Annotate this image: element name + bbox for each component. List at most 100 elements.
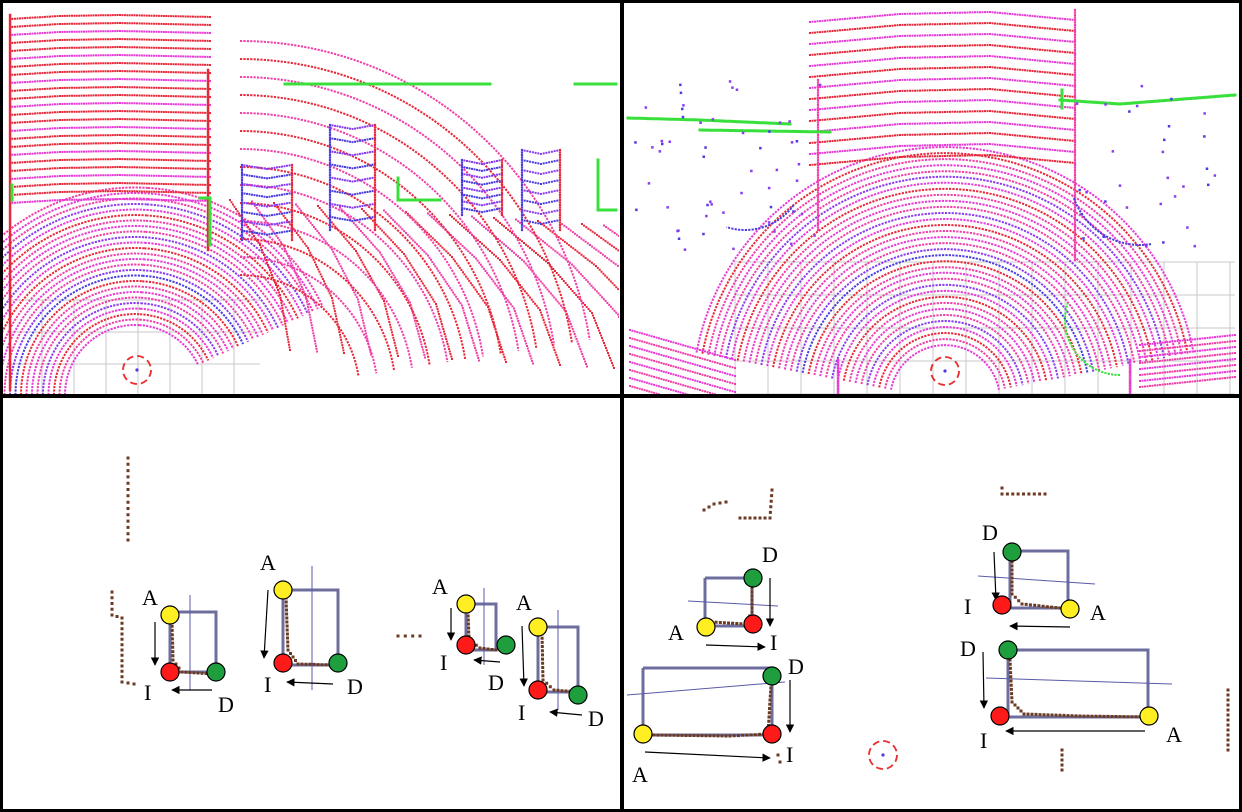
scan-points [809, 154, 1076, 166]
corner-I-marker [762, 724, 782, 744]
scan-clutter [1125, 206, 1129, 209]
scan-points [9, 86, 211, 92]
corner-I-marker [456, 635, 476, 655]
corner-D-marker [743, 568, 763, 588]
lidar-ring [748, 199, 1142, 363]
scan-clutter [710, 203, 713, 206]
scan-clutter [759, 146, 762, 150]
corner-D-marker [762, 666, 782, 686]
lidar-ring [144, 247, 269, 333]
scan-points [1139, 334, 1236, 346]
lidar-ring [14, 274, 143, 394]
lidar-ring [144, 236, 279, 329]
arrow-icon [979, 651, 989, 709]
label-I: I [518, 700, 525, 725]
scan-points [1139, 358, 1236, 370]
lidar-ring [3, 230, 146, 301]
scan-clutter [1162, 241, 1165, 244]
label-I: I [964, 594, 971, 619]
scan-clutter [704, 146, 707, 149]
scan-clutter [767, 186, 771, 190]
scan-clutter [1082, 237, 1085, 240]
scan-points [1010, 556, 1062, 610]
lidar-ring [239, 274, 360, 377]
lidar-ring [3, 247, 145, 333]
scan-points [520, 148, 524, 232]
lidar-ring [801, 254, 1089, 373]
label-D: D [960, 636, 976, 661]
corner-I-marker [273, 653, 293, 673]
lidar-ring [142, 280, 240, 347]
lidar-ring [772, 223, 1118, 368]
lidar-ring [848, 301, 1042, 382]
corner-I-marker [528, 680, 548, 700]
scan-points [493, 217, 615, 369]
scan-points [809, 110, 1076, 122]
sensor-icon [122, 355, 152, 385]
scan-points [241, 220, 293, 227]
sensor-center [943, 369, 947, 373]
lidar-ring [3, 252, 144, 347]
scan-clutter [790, 141, 794, 144]
scan-points [373, 123, 377, 232]
scan-points [110, 590, 136, 686]
scan-points [329, 202, 376, 209]
lidar-ring [20, 279, 143, 394]
lidar-ring [713, 164, 1177, 357]
ground-grid [734, 261, 1235, 394]
scan-clutter [740, 191, 743, 195]
scan-points [559, 221, 619, 269]
scan-points [9, 134, 211, 140]
scan-points [9, 126, 211, 132]
lidar-ring [9, 268, 143, 394]
label-D: D [347, 674, 363, 699]
scan-points [1139, 340, 1236, 352]
arrow-icon [1009, 621, 1071, 631]
label-D: D [788, 654, 804, 679]
scan-clutter [741, 131, 745, 135]
scan-points [329, 124, 376, 130]
scan-points [10, 183, 14, 202]
scan-points [9, 118, 211, 124]
label-I: I [786, 742, 793, 767]
scan-points [1060, 88, 1064, 110]
scan-clutter [681, 107, 684, 111]
lidar-ring [842, 295, 1048, 381]
scan-clutter [679, 83, 682, 87]
lidar-ring [730, 181, 1160, 360]
scan-points [461, 179, 503, 186]
scan-points [648, 670, 774, 738]
scan-clutter [1163, 138, 1166, 142]
scan-clutter [679, 91, 683, 95]
label-I: I [264, 672, 271, 697]
lidar-ring [145, 225, 289, 324]
scan-points [9, 158, 211, 164]
scan-points [461, 193, 503, 200]
label-I: I [770, 630, 777, 655]
scan-points [461, 172, 503, 179]
panel-top-right-lidar-scan [626, 8, 1237, 394]
scan-points [241, 210, 293, 217]
panel-top-left-lidar-scan [3, 13, 619, 394]
scan-points [198, 196, 212, 247]
scan-points [809, 44, 1076, 56]
scan-points [241, 164, 293, 170]
sensor-center [135, 368, 139, 372]
lidar-ring [878, 332, 1012, 388]
lidar-ring [3, 219, 147, 283]
lidar-ring [239, 58, 573, 343]
scan-points [1226, 688, 1230, 752]
corner-D-marker [496, 635, 516, 655]
scan-points [809, 33, 1076, 45]
scan-clutter [660, 139, 664, 143]
scan-points [809, 121, 1076, 133]
scan-points [329, 176, 376, 183]
ground-grid [9, 299, 260, 394]
scan-points [461, 186, 503, 193]
scan-clutter [1078, 188, 1081, 192]
scan-points [9, 30, 211, 36]
scan-clutter [1213, 174, 1217, 177]
